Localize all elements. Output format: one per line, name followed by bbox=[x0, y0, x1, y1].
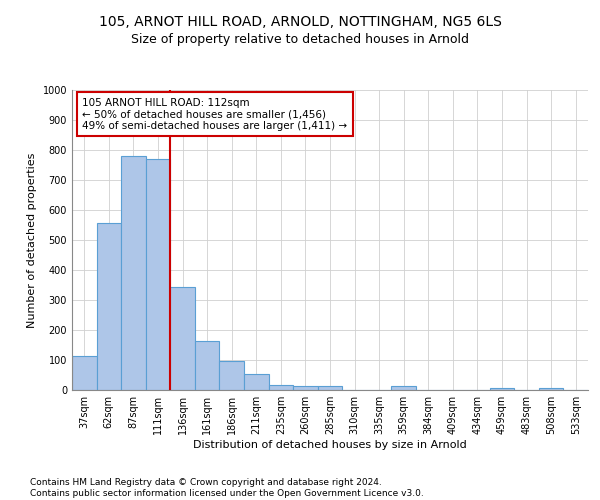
Bar bbox=[195, 340, 220, 390]
Y-axis label: Number of detached properties: Number of detached properties bbox=[27, 152, 37, 328]
Bar bbox=[97, 222, 121, 390]
Bar bbox=[539, 388, 563, 390]
Text: Contains HM Land Registry data © Crown copyright and database right 2024.
Contai: Contains HM Land Registry data © Crown c… bbox=[30, 478, 424, 498]
Bar bbox=[121, 156, 146, 390]
Bar bbox=[391, 386, 416, 390]
Bar bbox=[293, 386, 318, 390]
Bar bbox=[269, 384, 293, 390]
Bar bbox=[72, 356, 97, 390]
Bar bbox=[146, 159, 170, 390]
Bar bbox=[170, 286, 195, 390]
Bar bbox=[490, 388, 514, 390]
X-axis label: Distribution of detached houses by size in Arnold: Distribution of detached houses by size … bbox=[193, 440, 467, 450]
Bar bbox=[244, 374, 269, 390]
Text: Size of property relative to detached houses in Arnold: Size of property relative to detached ho… bbox=[131, 32, 469, 46]
Text: 105 ARNOT HILL ROAD: 112sqm
← 50% of detached houses are smaller (1,456)
49% of : 105 ARNOT HILL ROAD: 112sqm ← 50% of det… bbox=[82, 98, 347, 130]
Text: 105, ARNOT HILL ROAD, ARNOLD, NOTTINGHAM, NG5 6LS: 105, ARNOT HILL ROAD, ARNOLD, NOTTINGHAM… bbox=[98, 15, 502, 29]
Bar bbox=[220, 360, 244, 390]
Bar bbox=[318, 386, 342, 390]
